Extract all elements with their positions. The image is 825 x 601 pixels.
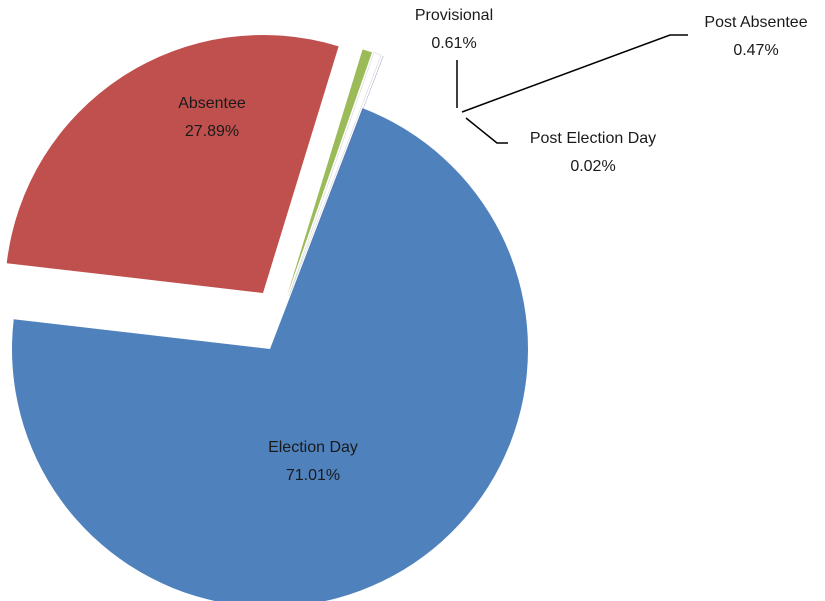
pie-slice-post-absentee — [288, 52, 382, 297]
slice-category-label: Post Election Day — [530, 130, 656, 147]
leader-line-post-election-day — [465, 117, 508, 144]
slice-labels: Election Day 71.01% Absentee 27.89% Provisio… — [178, 7, 808, 484]
slice-value-label: 27.89% — [185, 123, 239, 140]
slice-category-label: Post Absentee — [704, 14, 807, 31]
slice-value-label: 0.02% — [570, 158, 615, 175]
slice-label-absentee: Absentee 27.89% — [178, 95, 246, 140]
slice-category-label: Election Day — [268, 439, 358, 456]
slice-label-post-absentee: Post Absentee 0.47% — [704, 14, 807, 59]
slice-value-label: 0.61% — [431, 35, 476, 52]
slice-category-label: Provisional — [415, 7, 493, 24]
pie-slice-provisional — [287, 49, 372, 296]
slice-label-provisional: Provisional 0.61% — [415, 7, 493, 52]
pie-slice-absentee — [6, 35, 339, 293]
slice-label-election-day: Election Day 71.01% — [268, 439, 358, 484]
slice-value-label: 0.47% — [733, 42, 778, 59]
slice-label-post-election-day: Post Election Day 0.02% — [530, 130, 656, 175]
pie-slice-post-election-day — [291, 56, 384, 297]
pie-slices — [6, 35, 528, 601]
slice-category-label: Absentee — [178, 95, 246, 112]
pie-slice-election-day — [12, 108, 528, 601]
leader-line-post-absentee — [461, 34, 688, 113]
leader-lines — [456, 34, 688, 144]
slice-value-label: 71.01% — [286, 467, 340, 484]
